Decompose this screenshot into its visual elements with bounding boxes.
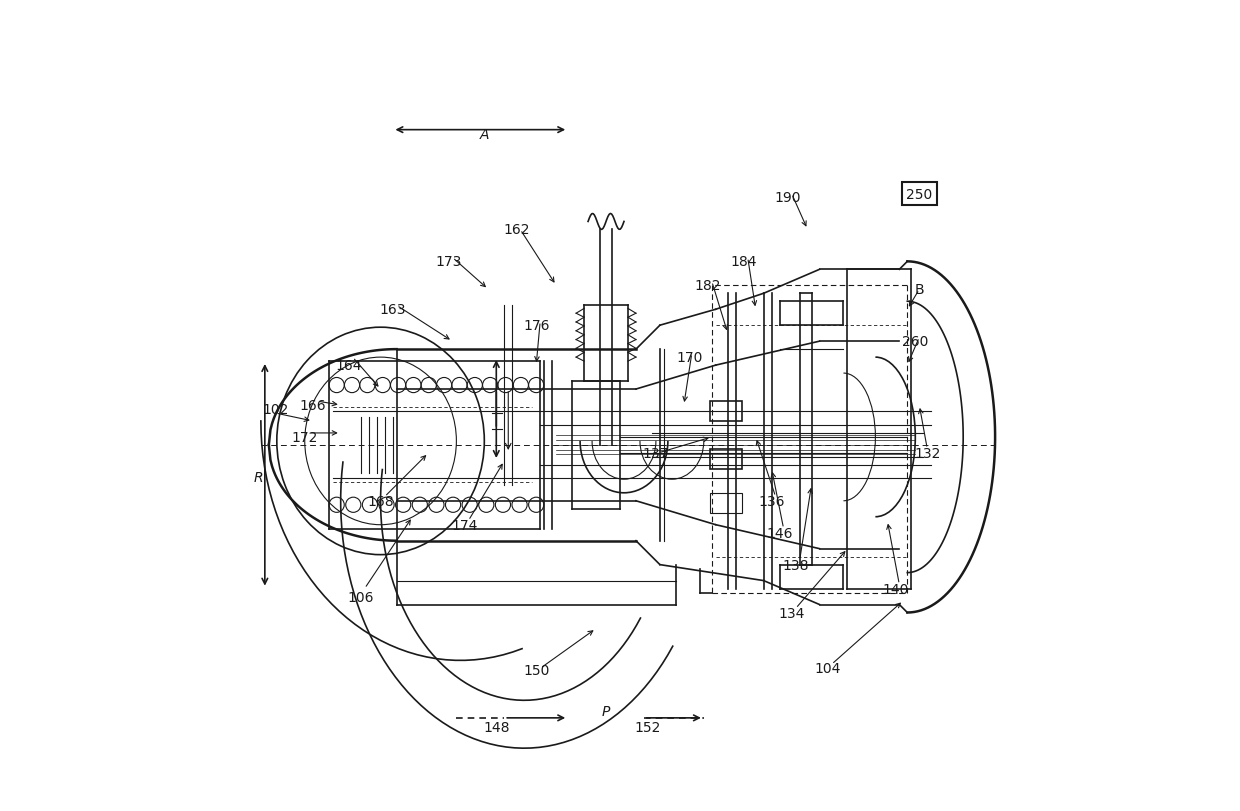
Text: 102: 102 (262, 402, 289, 417)
Text: 170: 170 (676, 350, 703, 365)
Text: 260: 260 (903, 335, 929, 349)
Text: 134: 134 (779, 606, 805, 620)
Text: 152: 152 (635, 719, 661, 734)
Text: 166: 166 (299, 398, 326, 413)
Text: 182: 182 (694, 279, 720, 293)
Text: 250: 250 (906, 187, 932, 201)
Text: 140: 140 (882, 581, 909, 596)
Text: 138: 138 (782, 558, 808, 572)
Text: 173: 173 (435, 255, 461, 269)
Text: B: B (914, 283, 924, 297)
Text: 176: 176 (523, 319, 549, 333)
Text: 137: 137 (642, 446, 670, 461)
Bar (711, 401, 742, 422)
Text: 162: 162 (503, 223, 529, 237)
Bar (711, 493, 742, 513)
Text: 184: 184 (730, 255, 756, 269)
Text: R: R (254, 470, 263, 484)
Text: 148: 148 (484, 719, 510, 734)
Text: 150: 150 (523, 663, 549, 677)
Text: 136: 136 (759, 494, 785, 508)
Text: 104: 104 (815, 662, 841, 676)
Text: 172: 172 (291, 431, 317, 444)
Text: P: P (601, 704, 610, 718)
Text: 163: 163 (379, 303, 405, 317)
Text: 106: 106 (347, 590, 374, 604)
Text: 168: 168 (367, 494, 394, 508)
Text: 132: 132 (914, 446, 940, 461)
Text: 174: 174 (451, 518, 477, 532)
Bar (711, 449, 742, 470)
Text: 146: 146 (766, 526, 792, 540)
Text: 190: 190 (774, 191, 801, 205)
Text: 164: 164 (335, 358, 362, 372)
Text: A: A (480, 127, 489, 141)
